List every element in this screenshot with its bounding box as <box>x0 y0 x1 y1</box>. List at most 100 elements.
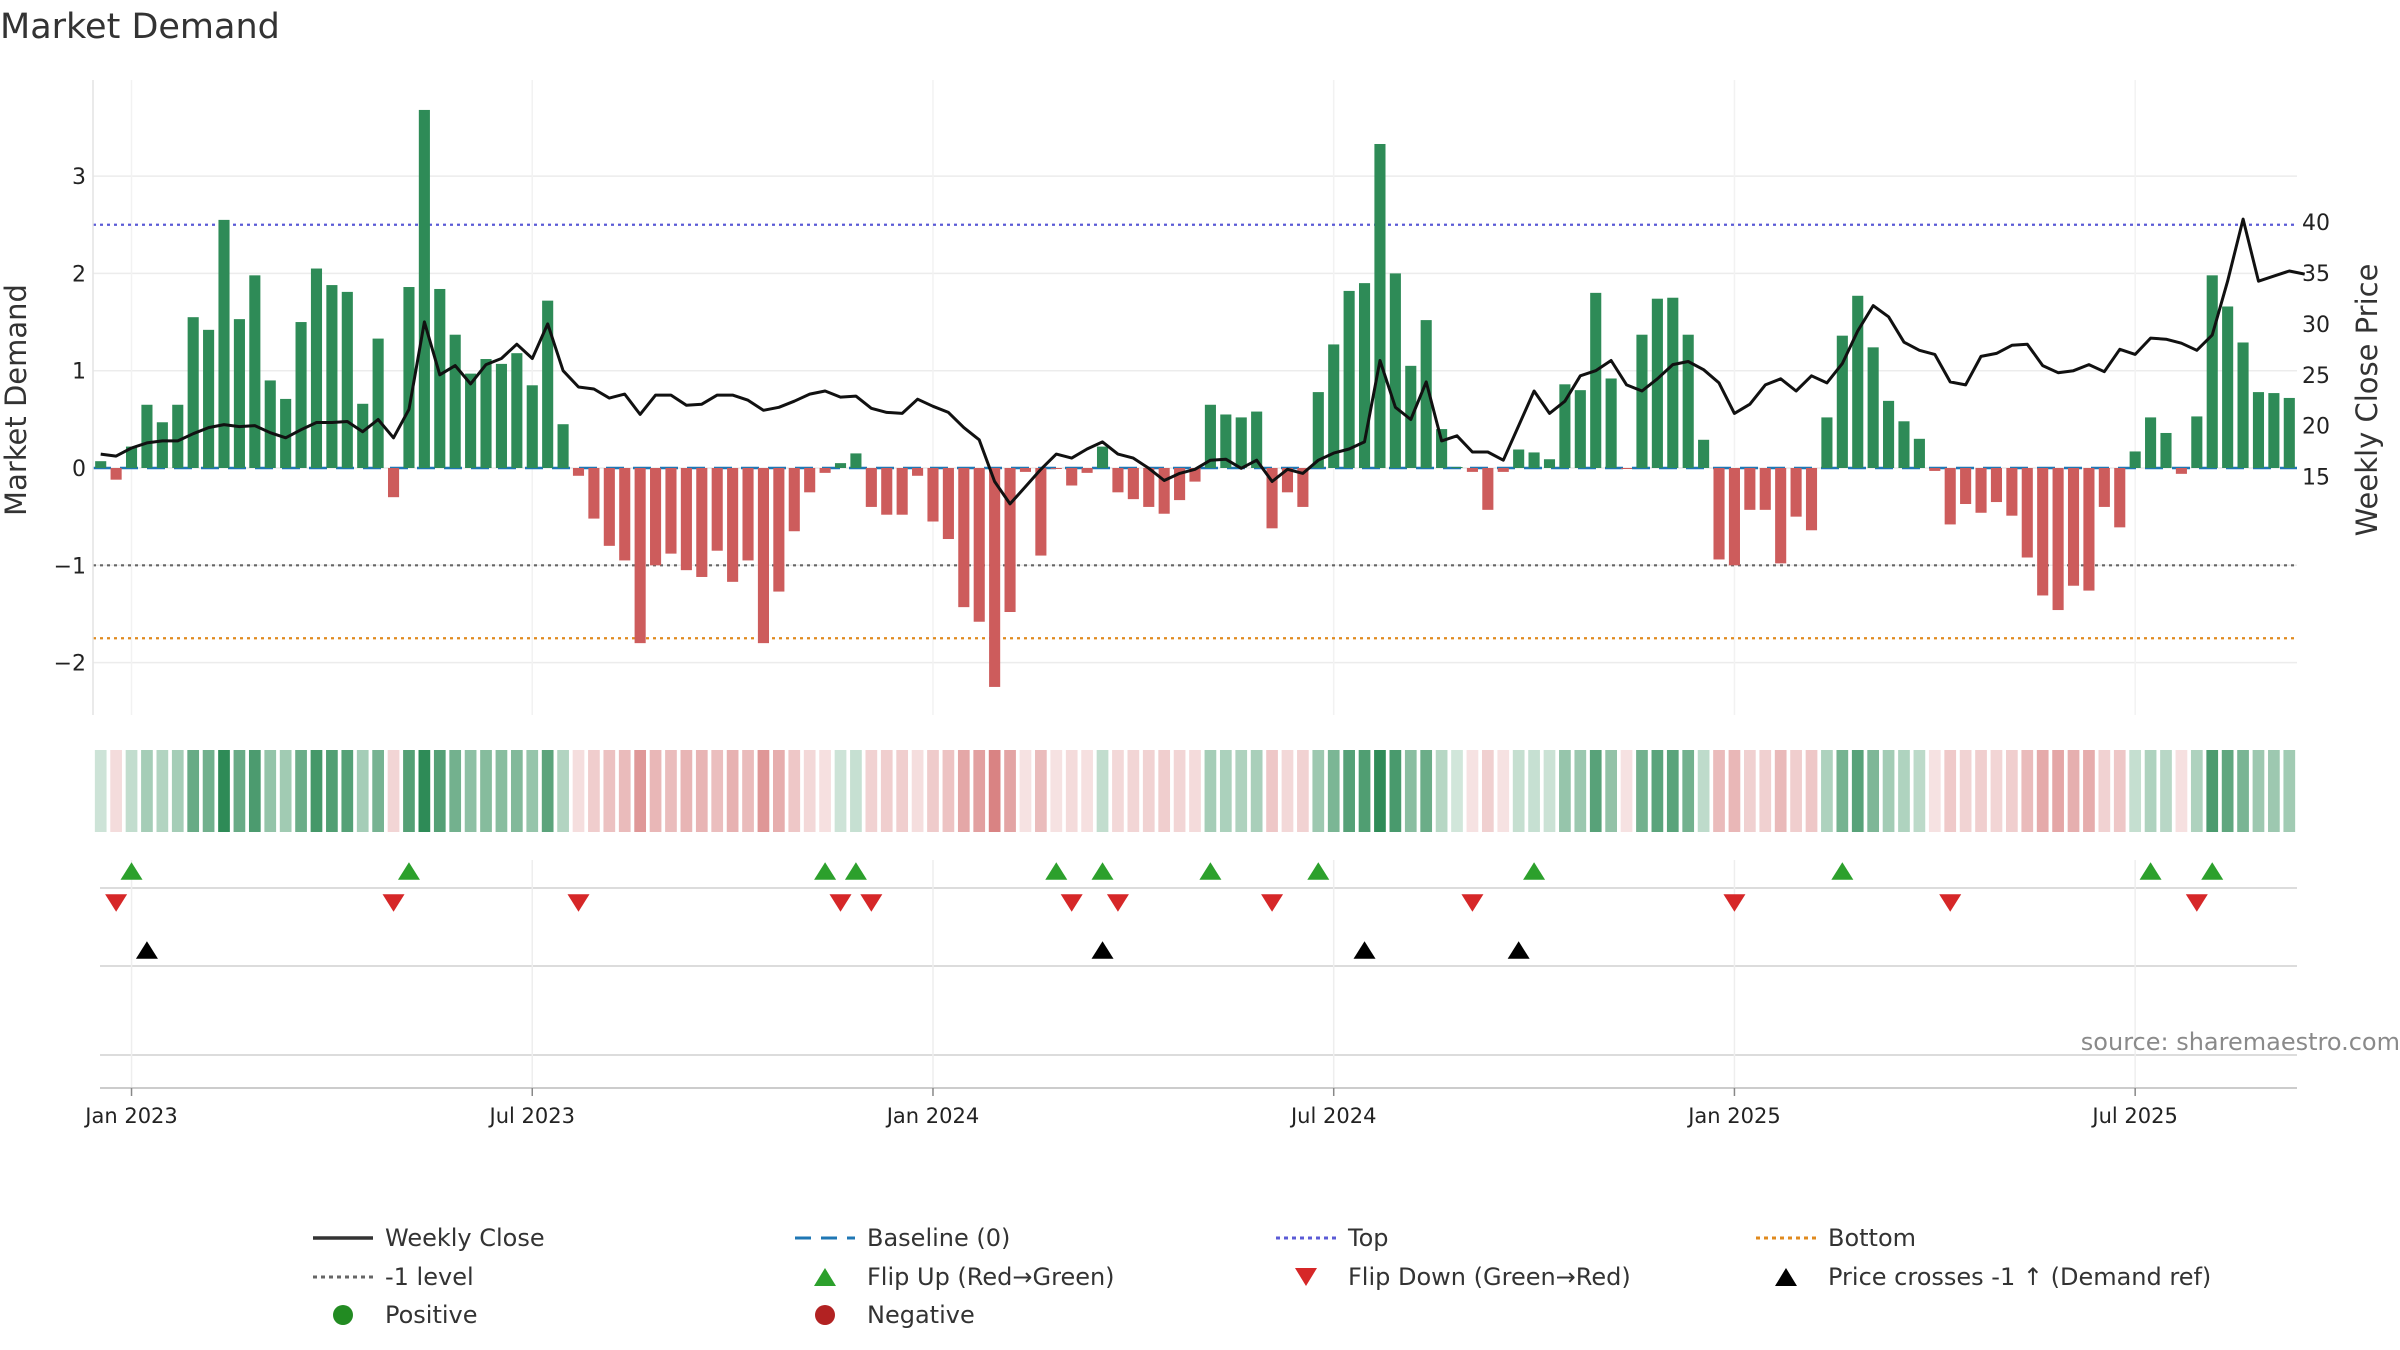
demand-bar <box>1975 468 1987 513</box>
heat-cell <box>1281 750 1294 832</box>
y-tick-label: 2 <box>72 262 86 287</box>
demand-bar <box>387 468 400 498</box>
heat-cell <box>2206 750 2219 832</box>
heat-cell <box>2067 750 2080 832</box>
heat-cell <box>248 750 261 832</box>
heat-cell <box>1636 750 1648 832</box>
price-cross-marker <box>1507 941 1530 959</box>
demand-bar <box>1929 468 1941 471</box>
heat-cell <box>233 750 246 832</box>
heat-cell <box>2175 750 2188 832</box>
demand-bar <box>1559 384 1571 468</box>
demand-bar <box>1281 468 1294 493</box>
demand-bar <box>742 468 754 561</box>
demand-bar <box>2098 468 2110 507</box>
x-axis: Jan 2023 Jul 2023 Jan 2024 Jul 2024 Jan 2025… <box>83 1087 2297 1128</box>
x-tick-label: Jul 2023 <box>488 1104 575 1128</box>
demand-bar <box>896 468 908 515</box>
demand-bar <box>1759 468 1771 510</box>
demand-bar <box>727 468 739 582</box>
demand-bar <box>2037 468 2049 596</box>
demand-bar <box>1605 378 1617 468</box>
heat-cell <box>526 750 539 832</box>
heat-cell <box>603 750 616 832</box>
flip-down-marker <box>1461 894 1484 912</box>
demand-bar <box>2129 451 2141 468</box>
demand-bar <box>1112 468 1124 493</box>
heat-cell <box>2237 750 2249 832</box>
demand-bar <box>110 468 122 480</box>
heat-cell <box>2221 750 2234 832</box>
demand-bar <box>1466 468 1478 472</box>
price-cross-marker <box>1091 941 1114 959</box>
price-cross-marker <box>1353 941 1376 959</box>
demand-bar <box>680 468 692 571</box>
flip-down-marker <box>382 894 405 912</box>
heat-cell <box>1543 750 1556 832</box>
heat-cell <box>2190 750 2203 832</box>
heat-cell <box>418 750 431 832</box>
demand-bar <box>2067 468 2080 586</box>
demand-bars <box>95 109 2295 687</box>
heat-cell <box>2083 750 2095 832</box>
heat-cell <box>1312 750 1325 832</box>
legend-item-minus-one: -1 level <box>313 1263 474 1291</box>
heat-cell <box>865 750 878 832</box>
demand-bar <box>1651 298 1663 468</box>
flip-up-marker <box>1307 862 1330 880</box>
y2-tick-label: 25 <box>2302 364 2330 389</box>
heat-cell <box>341 750 354 832</box>
flip-down-marker <box>1939 894 1962 912</box>
flip-down-marker <box>2185 894 2208 912</box>
legend-label: Baseline (0) <box>867 1224 1010 1252</box>
heat-cell <box>1420 750 1433 832</box>
demand-bar <box>1590 292 1602 468</box>
heat-cell <box>1219 750 1232 832</box>
heat-cell <box>649 750 662 832</box>
demand-bar <box>804 468 816 493</box>
demand-bar <box>819 468 831 473</box>
heat-cell <box>1805 750 1818 832</box>
demand-bar <box>603 468 615 546</box>
heat-cell <box>1374 750 1386 832</box>
demand-bar <box>2021 468 2033 558</box>
heat-cell <box>1682 750 1695 832</box>
heat-cell <box>1189 750 1201 832</box>
y-tick-label: 0 <box>72 457 86 482</box>
heat-cell <box>1836 750 1849 832</box>
demand-bar <box>1266 468 1278 529</box>
heat-cell <box>850 750 862 832</box>
heat-cell <box>279 750 292 832</box>
demand-bar <box>2268 393 2280 468</box>
heat-cell <box>973 750 986 832</box>
heat-cell <box>1990 750 2003 832</box>
heat-cell <box>1451 750 1463 832</box>
flip-down-marker <box>829 894 852 912</box>
heat-cell <box>1774 750 1787 832</box>
heat-cell <box>695 750 708 832</box>
demand-bar <box>1235 417 1247 468</box>
demand-bar <box>1050 468 1062 469</box>
y2-tick-label: 15 <box>2302 465 2330 490</box>
demand-bar <box>1158 468 1170 514</box>
y2-tick-label: 30 <box>2302 313 2330 338</box>
heat-cell <box>1481 750 1494 832</box>
demand-bar <box>1143 468 1155 507</box>
demand-bar <box>834 463 847 468</box>
demand-bar <box>850 453 862 468</box>
legend-label: Top <box>1347 1224 1389 1252</box>
flip-up-marker <box>397 862 420 880</box>
demand-bar <box>1420 320 1432 468</box>
legend-swatch <box>814 1268 836 1286</box>
x-tick-label: Jan 2023 <box>83 1104 178 1128</box>
demand-bar <box>1543 459 1556 468</box>
demand-bar <box>95 461 107 468</box>
legend-swatch <box>1775 1268 1797 1286</box>
heat-cell <box>927 750 939 832</box>
demand-bar <box>757 468 769 644</box>
legend-label: Price crosses -1 ↑ (Demand ref) <box>1828 1263 2211 1291</box>
heat-cell <box>2283 750 2296 832</box>
demand-bar <box>125 446 138 468</box>
demand-bar <box>1358 283 1371 468</box>
heat-cell <box>572 750 585 832</box>
